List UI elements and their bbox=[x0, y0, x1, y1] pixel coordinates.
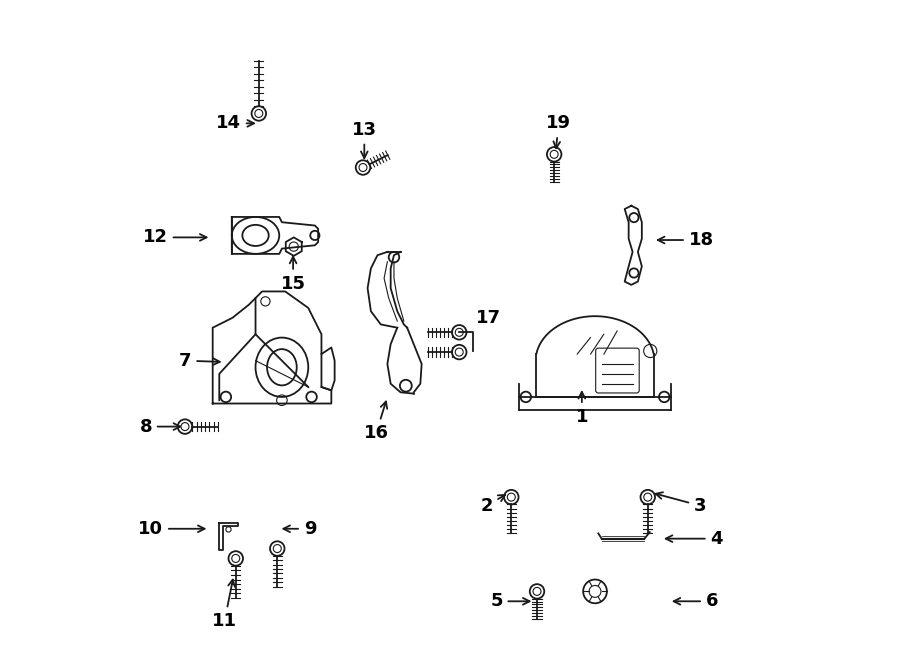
Text: 5: 5 bbox=[491, 592, 529, 610]
Text: 17: 17 bbox=[476, 308, 501, 327]
Text: 6: 6 bbox=[674, 592, 718, 610]
Text: 1: 1 bbox=[576, 392, 588, 426]
Text: 3: 3 bbox=[656, 493, 707, 514]
Text: 8: 8 bbox=[140, 418, 180, 436]
Text: 14: 14 bbox=[216, 115, 254, 132]
Text: 12: 12 bbox=[143, 228, 207, 246]
Text: 13: 13 bbox=[352, 121, 377, 158]
Text: 15: 15 bbox=[281, 257, 306, 293]
Text: 18: 18 bbox=[658, 231, 714, 249]
Text: 4: 4 bbox=[666, 530, 723, 547]
Text: 9: 9 bbox=[284, 520, 316, 538]
Text: 2: 2 bbox=[481, 495, 505, 514]
Text: 7: 7 bbox=[179, 352, 220, 369]
Text: 19: 19 bbox=[546, 115, 572, 148]
Text: 16: 16 bbox=[364, 402, 389, 442]
Text: 11: 11 bbox=[212, 580, 237, 630]
Text: 10: 10 bbox=[139, 520, 204, 538]
